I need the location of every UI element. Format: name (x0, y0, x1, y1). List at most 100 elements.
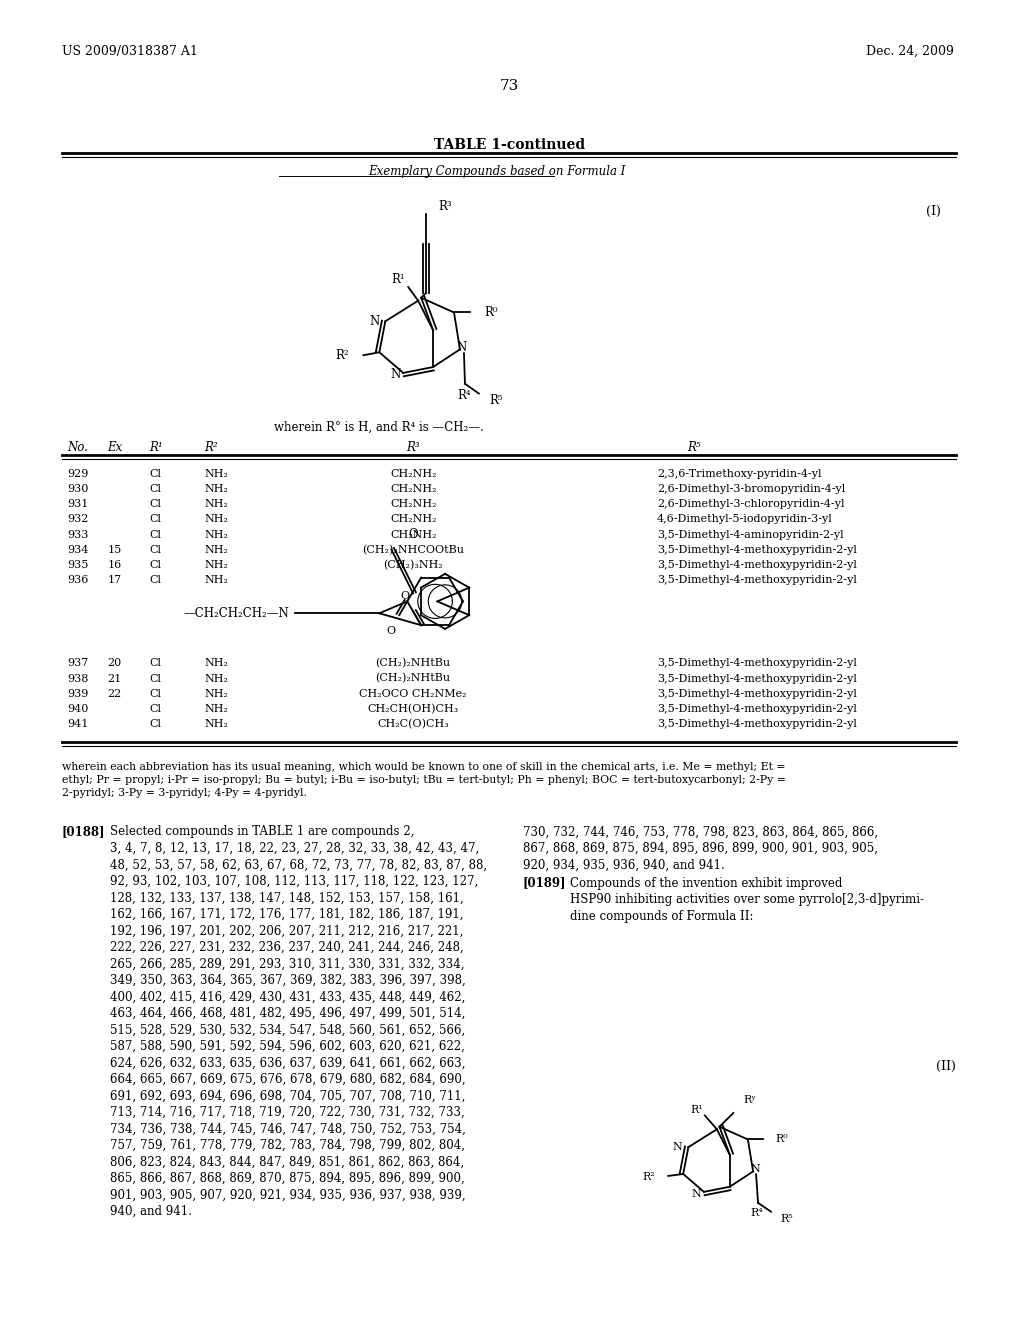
Text: NH₂: NH₂ (204, 484, 228, 494)
Text: 3,5-Dimethyl-4-methoxypyridin-2-yl: 3,5-Dimethyl-4-methoxypyridin-2-yl (657, 704, 857, 714)
Text: 2,6-Dimethyl-3-bromopyridin-4-yl: 2,6-Dimethyl-3-bromopyridin-4-yl (657, 484, 846, 494)
Text: N: N (390, 368, 400, 381)
Text: [0188]: [0188] (61, 825, 105, 838)
Text: 3,5-Dimethyl-4-methoxypyridin-2-yl: 3,5-Dimethyl-4-methoxypyridin-2-yl (657, 576, 857, 585)
Text: NH₂: NH₂ (204, 499, 228, 510)
Text: N: N (691, 1189, 700, 1199)
Text: O: O (409, 528, 418, 541)
Text: CH₂NH₂: CH₂NH₂ (390, 515, 436, 524)
Text: R¹: R¹ (690, 1105, 703, 1114)
Text: (I): (I) (926, 205, 941, 218)
Text: Cl: Cl (150, 689, 162, 698)
Text: 2,3,6-Trimethoxy-pyridin-4-yl: 2,3,6-Trimethoxy-pyridin-4-yl (657, 469, 821, 479)
Text: 3,5-Dimethyl-4-methoxypyridin-2-yl: 3,5-Dimethyl-4-methoxypyridin-2-yl (657, 719, 857, 729)
Text: 940: 940 (68, 704, 89, 714)
Text: 936: 936 (68, 576, 89, 585)
Text: R⁵: R⁵ (488, 393, 503, 407)
Text: R⁴: R⁴ (751, 1208, 763, 1217)
Text: N: N (673, 1142, 682, 1152)
Text: 3,5-Dimethyl-4-methoxypyridin-2-yl: 3,5-Dimethyl-4-methoxypyridin-2-yl (657, 560, 857, 570)
Text: Cl: Cl (150, 719, 162, 729)
Text: NH₂: NH₂ (204, 704, 228, 714)
Text: 3,5-Dimethyl-4-methoxypyridin-2-yl: 3,5-Dimethyl-4-methoxypyridin-2-yl (657, 659, 857, 668)
Text: NH₂: NH₂ (204, 529, 228, 540)
Text: NH₂: NH₂ (204, 673, 228, 684)
Text: N: N (751, 1164, 760, 1175)
Text: R⁰: R⁰ (776, 1134, 788, 1144)
Text: R⁵: R⁵ (687, 441, 700, 454)
Text: (CH₂)₂NHtBu: (CH₂)₂NHtBu (376, 659, 451, 668)
Text: Cl: Cl (150, 704, 162, 714)
Text: CH₂OCO CH₂NMe₂: CH₂OCO CH₂NMe₂ (359, 689, 467, 698)
Text: 2,6-Dimethyl-3-chloropyridin-4-yl: 2,6-Dimethyl-3-chloropyridin-4-yl (657, 499, 845, 510)
Text: TABLE 1-continued: TABLE 1-continued (434, 139, 586, 152)
Text: R³: R³ (407, 441, 420, 454)
Text: Cl: Cl (150, 673, 162, 684)
Text: 3,5-Dimethyl-4-methoxypyridin-2-yl: 3,5-Dimethyl-4-methoxypyridin-2-yl (657, 673, 857, 684)
Text: US 2009/0318387 A1: US 2009/0318387 A1 (61, 45, 198, 58)
Text: 3,5-Dimethyl-4-methoxypyridin-2-yl: 3,5-Dimethyl-4-methoxypyridin-2-yl (657, 689, 857, 698)
Text: R²: R² (643, 1172, 655, 1181)
Text: No.: No. (68, 441, 89, 454)
Text: Selected compounds in TABLE 1 are compounds 2,
3, 4, 7, 8, 12, 13, 17, 18, 22, 2: Selected compounds in TABLE 1 are compou… (110, 825, 486, 1218)
Text: 933: 933 (68, 529, 89, 540)
Text: Exemplary Compounds based on Formula I: Exemplary Compounds based on Formula I (369, 165, 626, 178)
Text: Cl: Cl (150, 515, 162, 524)
Text: (CH₂)₂NHtBu: (CH₂)₂NHtBu (376, 673, 451, 684)
Text: 3,5-Dimethyl-4-methoxypyridin-2-yl: 3,5-Dimethyl-4-methoxypyridin-2-yl (657, 545, 857, 554)
Text: —CH₂CH₂CH₂—N: —CH₂CH₂CH₂—N (184, 607, 290, 620)
Text: CH₂CH(OH)CH₃: CH₂CH(OH)CH₃ (368, 704, 459, 714)
Text: CH₂NH₂: CH₂NH₂ (390, 469, 436, 479)
Text: [0189]: [0189] (522, 876, 566, 890)
Text: NH₂: NH₂ (204, 689, 228, 698)
Text: wherein R° is H, and R⁴ is —CH₂—.: wherein R° is H, and R⁴ is —CH₂—. (273, 421, 483, 434)
Text: NH₂: NH₂ (204, 469, 228, 479)
Text: (CH₂)₃NHCOOtBu: (CH₂)₃NHCOOtBu (362, 545, 464, 554)
Text: 4,6-Dimethyl-5-iodopyridin-3-yl: 4,6-Dimethyl-5-iodopyridin-3-yl (657, 515, 833, 524)
Text: Cl: Cl (150, 499, 162, 510)
Text: R⁰: R⁰ (484, 306, 498, 319)
Text: 22: 22 (108, 689, 122, 698)
Text: NH₂: NH₂ (204, 545, 228, 554)
Text: NH₂: NH₂ (204, 659, 228, 668)
Text: (CH₂)₃NH₂: (CH₂)₃NH₂ (383, 560, 443, 570)
Text: 20: 20 (108, 659, 122, 668)
Text: 938: 938 (68, 673, 89, 684)
Text: wherein each abbreviation has its usual meaning, which would be known to one of : wherein each abbreviation has its usual … (61, 762, 785, 799)
Text: R⁵: R⁵ (780, 1213, 793, 1224)
Text: R²: R² (335, 348, 348, 362)
Text: CH₂NH₂: CH₂NH₂ (390, 499, 436, 510)
Text: NH₂: NH₂ (204, 560, 228, 570)
Text: 21: 21 (108, 673, 122, 684)
Text: Cl: Cl (150, 529, 162, 540)
Text: R²: R² (204, 441, 218, 454)
Text: Cl: Cl (150, 469, 162, 479)
Text: O: O (387, 626, 396, 636)
Text: 931: 931 (68, 499, 89, 510)
Text: R¹: R¹ (150, 441, 163, 454)
Text: Cl: Cl (150, 545, 162, 554)
Text: O: O (400, 591, 410, 601)
Text: Ex: Ex (108, 441, 123, 454)
Text: 16: 16 (108, 560, 122, 570)
Text: R³: R³ (438, 199, 452, 213)
Text: 15: 15 (108, 545, 122, 554)
Text: 17: 17 (108, 576, 122, 585)
Text: 939: 939 (68, 689, 89, 698)
Text: (II): (II) (936, 1060, 955, 1073)
Text: N: N (370, 315, 380, 327)
Text: 941: 941 (68, 719, 89, 729)
Text: 935: 935 (68, 560, 89, 570)
Text: 930: 930 (68, 484, 89, 494)
Text: Cl: Cl (150, 484, 162, 494)
Text: 3,5-Dimethyl-4-aminopyridin-2-yl: 3,5-Dimethyl-4-aminopyridin-2-yl (657, 529, 844, 540)
Text: 73: 73 (500, 79, 519, 94)
Text: Rʸ: Rʸ (743, 1096, 757, 1105)
Text: NH₂: NH₂ (204, 719, 228, 729)
Text: NH₂: NH₂ (204, 515, 228, 524)
Text: R¹: R¹ (391, 272, 406, 285)
Text: CH₂C(O)CH₃: CH₂C(O)CH₃ (377, 719, 450, 730)
Text: Cl: Cl (150, 659, 162, 668)
Text: 937: 937 (68, 659, 89, 668)
Text: CH₂NH₂: CH₂NH₂ (390, 484, 436, 494)
